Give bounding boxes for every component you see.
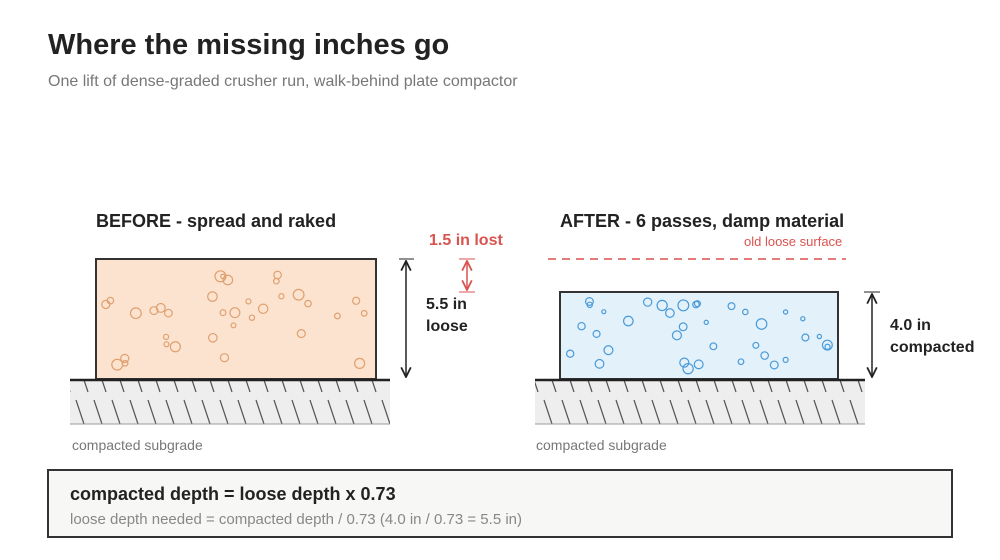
grain bbox=[782, 356, 789, 363]
grain bbox=[129, 307, 142, 320]
grain bbox=[222, 274, 234, 286]
grain bbox=[737, 358, 745, 366]
grain bbox=[742, 308, 749, 316]
formula-box bbox=[47, 469, 953, 538]
grain bbox=[642, 297, 653, 307]
grain bbox=[816, 333, 823, 340]
grain bbox=[304, 299, 312, 308]
grain bbox=[230, 322, 237, 329]
depth-value: 5.5 in bbox=[426, 296, 467, 313]
grain bbox=[214, 270, 227, 283]
grain bbox=[296, 329, 306, 339]
grain bbox=[824, 343, 831, 350]
depth-value: 4.0 in bbox=[890, 317, 931, 334]
grain bbox=[292, 288, 305, 301]
grain bbox=[682, 362, 694, 375]
grain bbox=[219, 353, 230, 363]
formula-main: compacted depth = loose depth x 0.73 bbox=[70, 484, 396, 504]
grain bbox=[207, 291, 218, 302]
grain bbox=[592, 329, 601, 338]
subgrade-hatch bbox=[70, 380, 390, 424]
grain bbox=[162, 333, 170, 341]
grain bbox=[155, 302, 166, 313]
grain bbox=[278, 293, 285, 300]
grain bbox=[577, 321, 586, 331]
depth-unit: compacted bbox=[890, 339, 974, 356]
grain bbox=[782, 309, 789, 315]
grain bbox=[703, 319, 709, 326]
depth-unit: loose bbox=[426, 318, 468, 335]
grain bbox=[169, 341, 181, 353]
grain bbox=[693, 359, 704, 370]
grain bbox=[800, 316, 806, 322]
grain bbox=[163, 341, 170, 348]
grain bbox=[248, 314, 256, 321]
title: Where the missing inches go bbox=[48, 29, 449, 61]
before-label: BEFORE - spread and raked bbox=[96, 211, 336, 231]
grain bbox=[760, 351, 770, 360]
grain bbox=[257, 303, 269, 315]
grain bbox=[709, 342, 718, 351]
subgrade-hatch bbox=[535, 380, 865, 424]
grain bbox=[219, 309, 227, 317]
grain bbox=[801, 333, 810, 342]
ground-caption: compacted subgrade bbox=[536, 437, 667, 453]
grain bbox=[603, 345, 614, 356]
grains bbox=[101, 270, 833, 375]
grain bbox=[622, 315, 634, 327]
grain bbox=[229, 307, 241, 319]
after-label: AFTER - 6 passes, damp material bbox=[560, 211, 844, 231]
grain bbox=[207, 332, 218, 343]
grain bbox=[121, 359, 129, 367]
lost-label: 1.5 in lost bbox=[429, 232, 503, 249]
ground-caption: compacted subgrade bbox=[72, 437, 203, 453]
grain bbox=[566, 349, 575, 358]
grain bbox=[352, 296, 361, 305]
old-surface-label: old loose surface bbox=[744, 234, 842, 249]
grain bbox=[755, 318, 768, 330]
grain bbox=[671, 330, 682, 341]
grain bbox=[245, 298, 252, 305]
grain bbox=[693, 300, 702, 308]
grain bbox=[692, 300, 700, 309]
grain bbox=[678, 322, 688, 332]
grain bbox=[360, 309, 368, 317]
grain bbox=[354, 357, 366, 370]
grain bbox=[149, 306, 159, 316]
grain bbox=[101, 299, 111, 310]
subtitle: One lift of dense-graded crusher run, wa… bbox=[48, 73, 518, 90]
grain bbox=[769, 360, 779, 370]
grain bbox=[272, 277, 280, 285]
grain bbox=[120, 353, 130, 364]
grain bbox=[752, 341, 760, 349]
grain bbox=[586, 301, 593, 309]
grain bbox=[727, 302, 736, 311]
grain bbox=[164, 308, 173, 318]
grain bbox=[333, 312, 341, 320]
grain bbox=[665, 308, 675, 318]
grain bbox=[601, 309, 607, 315]
grain bbox=[677, 299, 690, 312]
grain bbox=[584, 297, 594, 306]
grain bbox=[679, 357, 690, 368]
formula-detail: loose depth needed = compacted depth / 0… bbox=[70, 511, 522, 528]
loose-layer bbox=[95, 258, 377, 380]
grain bbox=[821, 339, 833, 351]
grain bbox=[594, 358, 605, 369]
grain bbox=[656, 299, 668, 312]
